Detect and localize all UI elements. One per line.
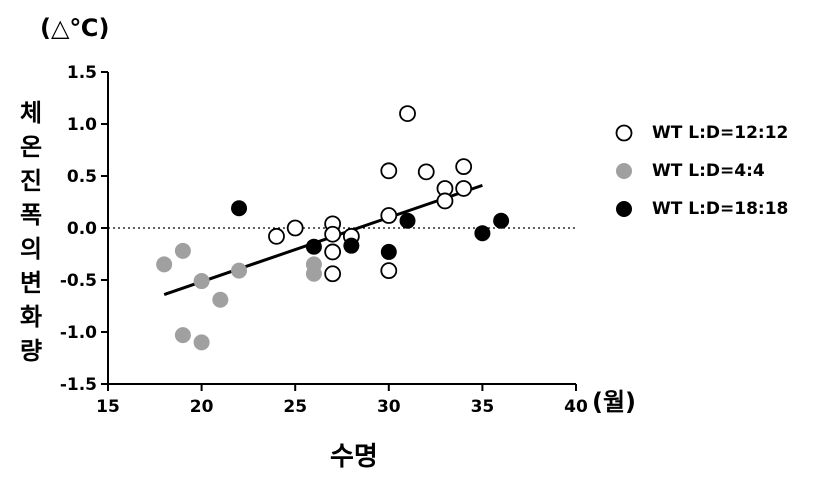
y-tick-label: -0.5 <box>60 271 97 291</box>
y-tick-label: 0.5 <box>67 167 97 187</box>
data-point-series-0 <box>381 263 396 278</box>
trend-line <box>164 185 482 294</box>
data-point-series-0 <box>325 244 340 259</box>
data-point-series-0 <box>437 193 452 208</box>
x-unit-label: (월) <box>592 382 636 417</box>
legend-label: WT L:D=4:4 <box>652 161 765 181</box>
x-tick-label: 15 <box>96 397 120 417</box>
data-point-series-0 <box>269 229 284 244</box>
y-tick-label: -1.0 <box>60 323 97 343</box>
x-tick-label: 35 <box>471 397 495 417</box>
data-point-series-0 <box>400 106 415 121</box>
data-point-series-1 <box>194 273 210 289</box>
data-point-series-0 <box>456 181 471 196</box>
x-tick-label: 25 <box>283 397 307 417</box>
data-point-series-2 <box>343 238 359 254</box>
y-tick-label: 0.0 <box>67 219 97 239</box>
data-point-series-2 <box>381 244 397 260</box>
legend-item: WT L:D=12:12 <box>614 114 788 152</box>
gray-circle-marker-icon <box>614 161 634 181</box>
x-axis-label: 수명 <box>330 436 378 473</box>
data-point-series-1 <box>175 243 191 259</box>
data-point-series-2 <box>306 239 322 255</box>
legend-label: WT L:D=12:12 <box>652 123 788 143</box>
y-unit-label: (△℃) <box>40 14 109 42</box>
data-point-series-1 <box>175 327 191 343</box>
data-point-series-2 <box>493 213 509 229</box>
data-point-series-1 <box>306 266 322 282</box>
data-point-series-0 <box>325 266 340 281</box>
data-point-series-0 <box>381 208 396 223</box>
y-tick-label: 1.5 <box>67 63 97 83</box>
y-tick-label: 1.0 <box>67 115 97 135</box>
data-point-series-2 <box>231 200 247 216</box>
open-circle-marker-icon <box>614 123 634 143</box>
data-point-series-0 <box>419 164 434 179</box>
x-tick-label: 40 <box>564 397 588 417</box>
data-point-series-0 <box>456 159 471 174</box>
data-point-series-0 <box>288 221 303 236</box>
black-circle-marker-icon <box>614 199 634 219</box>
y-axis-label: 체온 진폭의 변화량 <box>16 96 46 368</box>
data-point-series-0 <box>381 163 396 178</box>
x-tick-label: 30 <box>377 397 401 417</box>
legend-item: WT L:D=18:18 <box>614 190 788 228</box>
y-tick-label: -1.5 <box>60 375 97 395</box>
data-point-series-1 <box>156 256 172 272</box>
data-point-series-1 <box>212 292 228 308</box>
legend: WT L:D=12:12 WT L:D=4:4 WT L:D=18:18 <box>614 114 788 228</box>
data-point-series-0 <box>325 227 340 242</box>
x-tick-label: 20 <box>190 397 214 417</box>
data-point-series-2 <box>474 225 490 241</box>
data-point-series-1 <box>194 334 210 350</box>
data-point-series-2 <box>400 213 416 229</box>
data-point-series-1 <box>231 263 247 279</box>
legend-item: WT L:D=4:4 <box>614 152 788 190</box>
legend-label: WT L:D=18:18 <box>652 199 788 219</box>
